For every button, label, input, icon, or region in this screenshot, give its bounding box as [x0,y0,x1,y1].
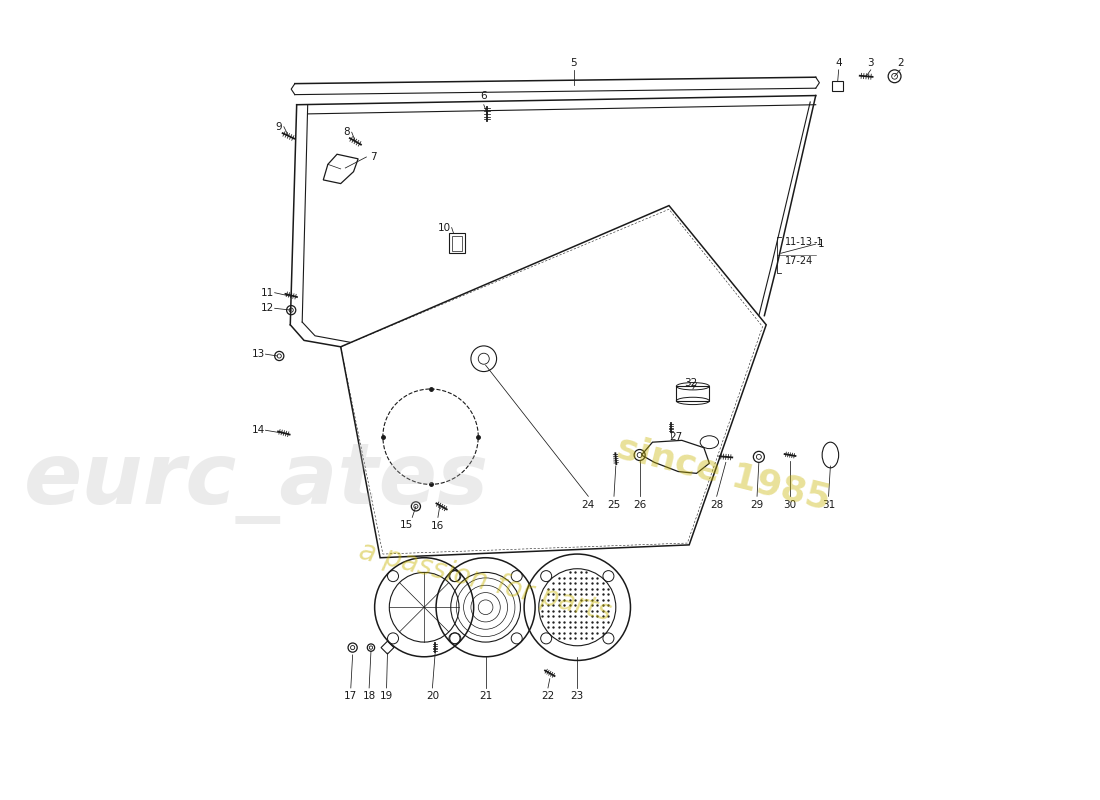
Text: 17-24: 17-24 [784,256,813,266]
Text: 31: 31 [822,499,835,510]
Text: 4: 4 [835,58,842,67]
Bar [449,233,464,254]
Text: 14: 14 [252,426,265,435]
Text: -1: -1 [814,238,824,247]
Text: 23: 23 [571,691,584,701]
Text: 22: 22 [541,691,554,701]
Text: 18: 18 [363,691,376,701]
Text: 28: 28 [711,499,724,510]
Text: 19: 19 [379,691,393,701]
Text: eurc_ates: eurc_ates [24,441,490,524]
Text: 20: 20 [426,691,439,701]
Bar [676,386,710,401]
Text: 17: 17 [344,691,358,701]
Text: 26: 26 [632,499,647,510]
Text: 11: 11 [261,288,274,298]
Text: 12: 12 [261,303,274,314]
Text: 10: 10 [438,222,451,233]
Text: 25: 25 [607,499,620,510]
Text: 5: 5 [570,58,576,67]
Text: a passion for parts: a passion for parts [356,537,615,626]
Text: 9: 9 [275,122,282,132]
Bar [833,81,844,91]
Text: 1: 1 [818,239,825,249]
Text: 3: 3 [868,58,875,67]
Text: 24: 24 [582,499,595,510]
Text: 2: 2 [896,58,903,67]
Text: 11-13: 11-13 [784,238,813,247]
Text: 21: 21 [478,691,492,701]
Text: 27: 27 [670,432,683,442]
Text: 8: 8 [343,127,350,138]
Text: 30: 30 [783,499,796,510]
Text: 15: 15 [400,520,414,530]
Text: 6: 6 [481,91,487,102]
Text: 16: 16 [431,521,444,530]
Bar [452,236,462,250]
Text: 7: 7 [371,152,377,162]
Text: 13: 13 [252,349,265,359]
Text: 32: 32 [684,378,697,389]
Text: since 1985: since 1985 [614,430,834,516]
Text: 29: 29 [750,499,763,510]
